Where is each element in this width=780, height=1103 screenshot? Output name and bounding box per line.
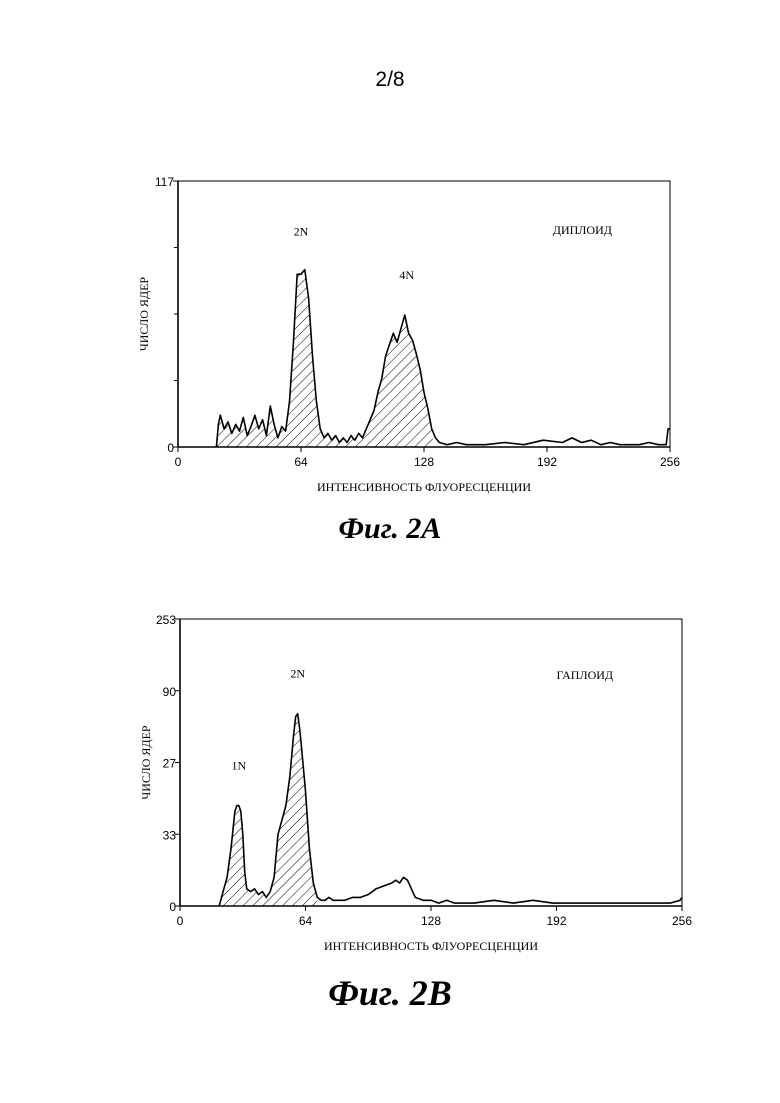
peak-label-1n: 1N [231,759,246,773]
y-tick-label: 90 [163,685,177,699]
y-tick-label: 0 [169,900,176,914]
y-tick-label: 33 [163,828,177,842]
figure-caption-2a: Фиг. 2А [0,512,780,546]
plot-frame [180,619,682,906]
x-tick-label: 192 [546,914,566,928]
peak-label-2n: 2N [290,667,305,681]
x-tick-label: 64 [299,914,313,928]
x-tick-label: 256 [672,914,692,928]
histogram-hatch-fill [219,714,317,906]
x-tick-label: 128 [421,914,441,928]
x-axis-label: ИНТЕНСИВНОСТЬ ФЛУОРЕСЦЕНЦИИ [324,939,538,953]
y-tick-label: 27 [163,757,177,771]
y-axis-label: ЧИСЛО ЯДЕР [139,725,153,799]
histogram-haploid: 0 64 128 192 256 0 33 27 90 253 ИНТЕНСИВНОСТЬ ФЛУО… [0,0,780,980]
figure-caption-2b: Фиг. 2В [0,972,780,1014]
x-tick-label: 0 [177,914,184,928]
y-tick-label: 253 [156,613,176,627]
ploidy-label: ГАПЛОИД [557,668,614,682]
